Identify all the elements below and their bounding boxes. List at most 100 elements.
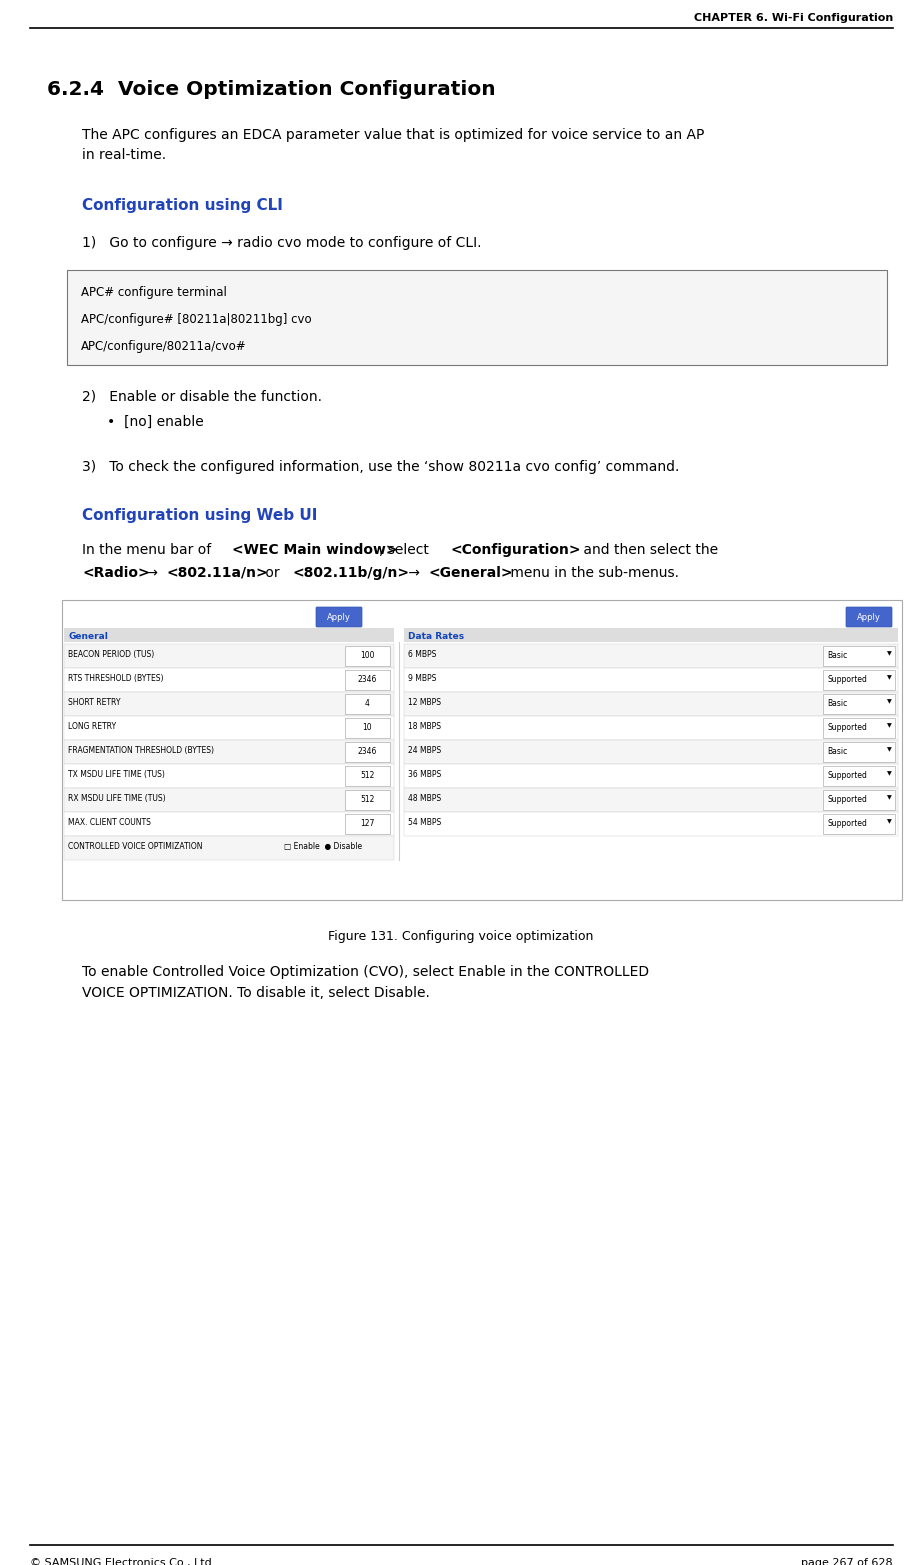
- Text: Apply: Apply: [327, 612, 351, 621]
- Text: and then select the: and then select the: [579, 543, 718, 557]
- Text: 4: 4: [365, 700, 370, 707]
- Text: ▼: ▼: [887, 723, 892, 728]
- Text: ▼: ▼: [887, 747, 892, 753]
- Text: ▼: ▼: [887, 675, 892, 681]
- Bar: [823, 646, 895, 667]
- Text: Configuration using CLI: Configuration using CLI: [82, 199, 283, 213]
- Text: , select: , select: [379, 543, 433, 557]
- Text: •  [no] enable: • [no] enable: [107, 415, 204, 429]
- Bar: [404, 789, 898, 812]
- Text: Supported: Supported: [827, 795, 867, 804]
- Bar: [64, 668, 394, 692]
- Text: Figure 131. Configuring voice optimization: Figure 131. Configuring voice optimizati…: [328, 930, 594, 944]
- Bar: [64, 740, 394, 764]
- Text: or: or: [261, 567, 284, 581]
- Bar: [404, 717, 898, 740]
- Text: CONTROLLED VOICE OPTIMIZATION: CONTROLLED VOICE OPTIMIZATION: [68, 842, 203, 851]
- Text: APC# configure terminal: APC# configure terminal: [81, 286, 227, 299]
- Text: <WEC Main window>: <WEC Main window>: [232, 543, 398, 557]
- Text: ▼: ▼: [887, 818, 892, 825]
- Text: 2346: 2346: [358, 747, 377, 756]
- Bar: [345, 718, 390, 739]
- Bar: [64, 812, 394, 836]
- Bar: [404, 692, 898, 717]
- Text: 10: 10: [362, 723, 372, 732]
- Text: <802.11b/g/n>: <802.11b/g/n>: [292, 567, 409, 581]
- Bar: [404, 668, 898, 692]
- Bar: [345, 670, 390, 690]
- Text: 512: 512: [361, 795, 374, 804]
- FancyBboxPatch shape: [316, 607, 362, 628]
- Text: To enable Controlled Voice Optimization (CVO), select Enable in the CONTROLLED: To enable Controlled Voice Optimization …: [82, 966, 649, 980]
- Text: 6.2.4  Voice Optimization Configuration: 6.2.4 Voice Optimization Configuration: [47, 80, 496, 99]
- Text: APC/configure/80211a/cvo#: APC/configure/80211a/cvo#: [81, 340, 246, 354]
- Bar: [823, 670, 895, 690]
- Text: APC/configure# [80211a|80211bg] cvo: APC/configure# [80211a|80211bg] cvo: [81, 313, 312, 326]
- FancyBboxPatch shape: [846, 607, 892, 628]
- Bar: [345, 742, 390, 762]
- Text: Supported: Supported: [827, 772, 867, 779]
- Text: <General>: <General>: [428, 567, 513, 581]
- Bar: [64, 717, 394, 740]
- Text: RTS THRESHOLD (BYTES): RTS THRESHOLD (BYTES): [68, 675, 163, 682]
- Text: 36 MBPS: 36 MBPS: [408, 770, 442, 779]
- Text: 100: 100: [361, 651, 374, 660]
- Text: <Configuration>: <Configuration>: [450, 543, 581, 557]
- Bar: [62, 599, 902, 900]
- Text: Data Rates: Data Rates: [408, 632, 464, 642]
- Bar: [64, 789, 394, 812]
- Text: RX MSDU LIFE TIME (TUS): RX MSDU LIFE TIME (TUS): [68, 793, 166, 803]
- Text: ▼: ▼: [887, 651, 892, 656]
- Text: menu in the sub-menus.: menu in the sub-menus.: [505, 567, 679, 581]
- Text: 1)   Go to configure → radio cvo mode to configure of CLI.: 1) Go to configure → radio cvo mode to c…: [82, 236, 481, 250]
- Text: page 267 of 628: page 267 of 628: [801, 1559, 893, 1565]
- Text: 127: 127: [361, 818, 374, 828]
- Text: 2)   Enable or disable the function.: 2) Enable or disable the function.: [82, 390, 322, 404]
- Bar: [64, 764, 394, 789]
- Text: 54 MBPS: 54 MBPS: [408, 818, 442, 826]
- Text: □ Enable  ● Disable: □ Enable ● Disable: [284, 842, 362, 851]
- Bar: [823, 742, 895, 762]
- Text: ▼: ▼: [887, 772, 892, 776]
- Text: Apply: Apply: [857, 612, 881, 621]
- Text: Basic: Basic: [827, 747, 847, 756]
- Bar: [345, 646, 390, 667]
- Bar: [404, 812, 898, 836]
- Text: 3)   To check the configured information, use the ‘show 80211a cvo config’ comma: 3) To check the configured information, …: [82, 460, 680, 474]
- Bar: [67, 271, 887, 365]
- Bar: [404, 645, 898, 668]
- Text: in real-time.: in real-time.: [82, 149, 166, 163]
- Text: CHAPTER 6. Wi-Fi Configuration: CHAPTER 6. Wi-Fi Configuration: [693, 13, 893, 23]
- Text: 2346: 2346: [358, 675, 377, 684]
- Text: Supported: Supported: [827, 723, 867, 732]
- Bar: [404, 764, 898, 789]
- Text: 18 MBPS: 18 MBPS: [408, 721, 441, 731]
- Text: 9 MBPS: 9 MBPS: [408, 675, 436, 682]
- Bar: [345, 765, 390, 786]
- Bar: [64, 628, 394, 642]
- Bar: [823, 693, 895, 714]
- Text: MAX. CLIENT COUNTS: MAX. CLIENT COUNTS: [68, 818, 151, 826]
- Text: →: →: [405, 567, 425, 581]
- Text: 48 MBPS: 48 MBPS: [408, 793, 441, 803]
- Text: Configuration using Web UI: Configuration using Web UI: [82, 509, 317, 523]
- Text: 512: 512: [361, 772, 374, 779]
- Bar: [404, 628, 898, 642]
- Text: In the menu bar of: In the menu bar of: [82, 543, 216, 557]
- Text: 6 MBPS: 6 MBPS: [408, 649, 436, 659]
- Text: Supported: Supported: [827, 675, 867, 684]
- Text: <Radio>: <Radio>: [82, 567, 149, 581]
- Text: © SAMSUNG Electronics Co., Ltd.: © SAMSUNG Electronics Co., Ltd.: [30, 1559, 216, 1565]
- Text: VOICE OPTIMIZATION. To disable it, select Disable.: VOICE OPTIMIZATION. To disable it, selec…: [82, 986, 430, 1000]
- Bar: [823, 718, 895, 739]
- Text: Supported: Supported: [827, 818, 867, 828]
- Text: BEACON PERIOD (TUS): BEACON PERIOD (TUS): [68, 649, 154, 659]
- Bar: [64, 836, 394, 861]
- Text: General: General: [68, 632, 108, 642]
- Text: LONG RETRY: LONG RETRY: [68, 721, 116, 731]
- Bar: [345, 814, 390, 834]
- Text: →: →: [142, 567, 162, 581]
- Bar: [64, 692, 394, 717]
- Text: ▼: ▼: [887, 795, 892, 800]
- Text: ▼: ▼: [887, 700, 892, 704]
